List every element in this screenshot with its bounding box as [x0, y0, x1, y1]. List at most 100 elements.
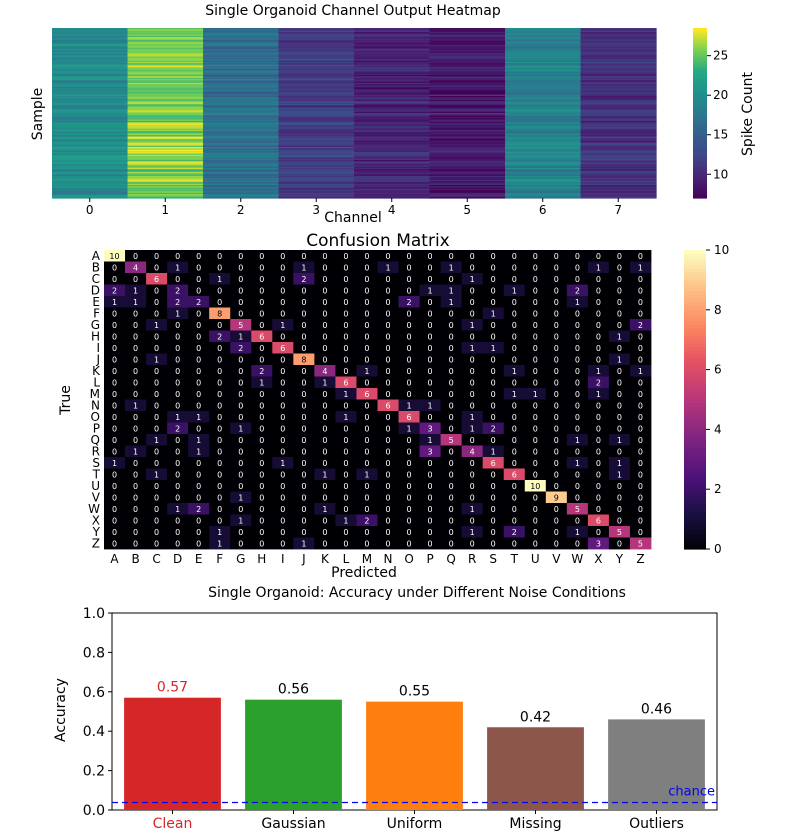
heatmap-colorbar-segment: [693, 121, 707, 125]
confusion-cell-value: 0: [428, 413, 433, 422]
confusion-cell: [293, 491, 315, 504]
confusion-colorbar-segment: [684, 406, 706, 412]
confusion-cell-value: 0: [470, 401, 475, 410]
heatmap-cell: [580, 148, 657, 151]
confusion-cell-value: 2: [364, 516, 369, 525]
heatmap-cell: [127, 54, 204, 57]
confusion-colorbar-segment: [684, 294, 706, 300]
heatmap-cell: [429, 102, 506, 105]
heatmap-cell: [580, 69, 657, 72]
confusion-cell-value: 0: [154, 482, 159, 491]
confusion-x-tick-label: J: [301, 552, 306, 566]
heatmap-cell: [127, 75, 204, 77]
confusion-cell-value: 0: [154, 344, 159, 353]
heatmap-cell: [429, 183, 506, 186]
heatmap-cell: [429, 188, 506, 191]
confusion-cell: [104, 514, 126, 527]
heatmap-cell: [278, 161, 355, 164]
heatmap-cell: [505, 194, 582, 196]
heatmap-colorbar-label: Spike Count: [740, 72, 756, 156]
confusion-cell: [125, 307, 147, 320]
confusion-cell-value: 0: [112, 424, 117, 433]
heatmap-cell: [505, 162, 582, 165]
confusion-cell-value: 0: [364, 252, 369, 261]
confusion-cell: [503, 342, 526, 354]
heatmap-colorbar-tick-label: 15: [713, 128, 728, 142]
confusion-cell: [377, 399, 399, 412]
confusion-cell: [587, 330, 610, 343]
confusion-cell: [587, 445, 610, 458]
confusion-cell: [377, 376, 399, 389]
heatmap-colorbar-segment: [693, 73, 707, 77]
confusion-cell-value: 0: [364, 344, 369, 353]
heatmap-cell: [580, 192, 657, 195]
confusion-cell-value: 0: [133, 459, 138, 468]
heatmap-cell: [127, 46, 204, 49]
heatmap-cell: [127, 194, 204, 196]
heatmap-cell: [429, 88, 506, 91]
heatmap-cell: [505, 31, 582, 34]
heatmap-cell: [127, 127, 204, 130]
heatmap-cell: [203, 186, 280, 189]
confusion-cell-value: 0: [407, 505, 412, 514]
heatmap-cell: [52, 181, 129, 183]
heatmap-cell: [203, 99, 280, 102]
confusion-cell: [356, 526, 378, 538]
confusion-cell: [293, 250, 315, 262]
heatmap-cell: [52, 56, 129, 59]
heatmap-cell: [127, 130, 204, 132]
heatmap-cell: [505, 154, 582, 157]
confusion-cell: [209, 330, 231, 343]
confusion-cell: [377, 480, 399, 492]
confusion-cell: [629, 480, 652, 492]
confusion-cell-value: 0: [133, 493, 138, 502]
heatmap-cell: [203, 182, 280, 185]
heatmap-cell: [505, 124, 582, 127]
confusion-cell: [377, 468, 399, 481]
confusion-cell: [125, 353, 147, 366]
confusion-cell: [230, 445, 252, 458]
confusion-cell: [230, 376, 252, 389]
heatmap-cell: [127, 60, 204, 63]
confusion-cell-value: 2: [175, 298, 180, 307]
confusion-colorbar-tick-label: 0: [714, 542, 722, 556]
confusion-cell-value: 0: [554, 321, 559, 330]
heatmap-cell: [203, 39, 280, 42]
confusion-cell: [440, 273, 463, 285]
confusion-cell: [167, 353, 189, 366]
confusion-cell-value: 0: [175, 367, 180, 376]
confusion-cell: [608, 365, 631, 377]
confusion-cell-value: 0: [133, 413, 138, 422]
confusion-cell: [587, 342, 610, 354]
confusion-cell-value: 0: [407, 493, 412, 502]
confusion-cell-value: 0: [575, 263, 580, 272]
heatmap-cell: [429, 167, 506, 170]
heatmap-cell: [429, 133, 506, 136]
confusion-cell: [125, 503, 147, 515]
heatmap-cell: [354, 165, 431, 168]
confusion-colorbar-segment: [684, 444, 706, 449]
heatmap-cell: [52, 28, 129, 30]
heatmap-cell: [278, 35, 355, 38]
confusion-cell-value: 0: [154, 390, 159, 399]
heatmap-colorbar-segment: [693, 124, 707, 128]
confusion-cell-value: 0: [638, 505, 643, 514]
confusion-cell-value: 0: [280, 528, 285, 537]
heatmap-cell: [429, 92, 506, 94]
confusion-cell-value: 0: [196, 401, 201, 410]
confusion-cell: [503, 411, 526, 423]
heatmap-cell: [52, 179, 129, 182]
confusion-cell: [293, 526, 315, 538]
heatmap-cell: [203, 73, 280, 76]
heatmap-cell: [505, 63, 582, 66]
heatmap-cell: [429, 48, 506, 51]
heatmap-cell: [278, 178, 355, 181]
bar-chart-title: Single Organoid: Accuracy under Differen…: [208, 585, 626, 601]
confusion-cell: [272, 376, 294, 389]
heatmap-cell: [203, 84, 280, 87]
confusion-cell-value: 0: [575, 401, 580, 410]
heatmap-cell: [278, 158, 355, 161]
confusion-cell: [188, 319, 210, 331]
confusion-cell-value: 0: [364, 413, 369, 422]
confusion-cell: [566, 480, 589, 492]
